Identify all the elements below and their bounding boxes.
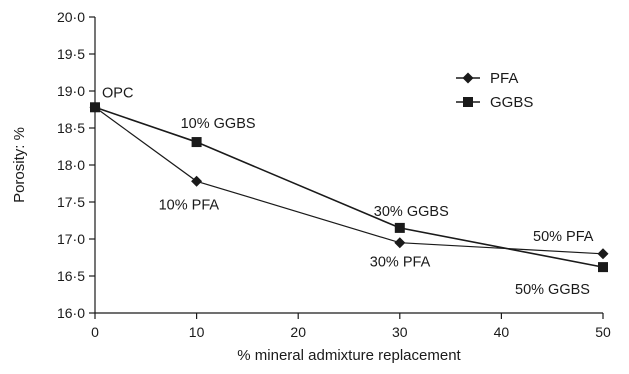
y-tick-label: 19·0	[57, 83, 85, 99]
series-ggbs	[90, 102, 608, 273]
annotation-label: 10% PFA	[159, 197, 220, 213]
annotation-label: 50% GGBS	[515, 282, 590, 298]
series-layer	[89, 101, 609, 273]
y-tick-label: 18·0	[57, 157, 85, 173]
series-pfa	[89, 101, 609, 260]
y-tick-label: 17·5	[57, 194, 85, 210]
y-axis-title: Porosity: %	[11, 127, 28, 203]
annotation-layer: OPC 10% GGBS 10% PFA 30% GGBS 30% PFA 50% PFA…	[102, 85, 594, 298]
data-point-ggbs	[394, 222, 405, 233]
y-axis-ticks: 16·0 16·5 17·0 17·5 18·0 18·5 19·0 19·5 20·0	[57, 9, 95, 321]
data-point-pfa	[597, 248, 609, 260]
legend-marker-pfa	[462, 72, 474, 84]
x-tick-label: 30	[392, 324, 408, 340]
x-tick-label: 0	[91, 324, 99, 340]
series-line-ggbs	[94, 106, 604, 268]
annotation-label: 30% GGBS	[374, 204, 449, 220]
legend-label-pfa: PFA	[490, 70, 518, 87]
annotation-label: 10% GGBS	[181, 116, 256, 132]
y-tick-label: 20·0	[57, 9, 85, 25]
data-point-ggbs	[598, 262, 608, 273]
data-point-ggbs	[90, 102, 100, 113]
annotation-label: 50% PFA	[533, 229, 594, 245]
x-tick-label: 50	[595, 324, 611, 340]
y-tick-label: 17·0	[57, 231, 85, 247]
y-tick-label: 16·0	[57, 305, 85, 321]
legend-marker-ggbs	[463, 97, 473, 107]
data-point-pfa	[394, 237, 406, 249]
x-axis-ticks: 0 10 20 30 40 50	[91, 313, 611, 340]
x-tick-label: 40	[494, 324, 510, 340]
x-tick-label: 10	[189, 324, 205, 340]
legend-label-ggbs: GGBS	[490, 94, 533, 111]
data-point-ggbs	[191, 137, 202, 148]
data-point-pfa	[191, 175, 203, 187]
y-tick-label: 16·5	[57, 268, 85, 284]
annotation-label: OPC	[102, 85, 133, 101]
y-tick-label: 19·5	[57, 46, 85, 62]
y-tick-label: 18·5	[57, 120, 85, 136]
series-line-pfa	[94, 106, 604, 255]
legend: PFA GGBS	[456, 70, 533, 111]
annotation-label: 30% PFA	[370, 255, 431, 271]
x-tick-label: 20	[290, 324, 306, 340]
x-axis-title: % mineral admixture replacement	[237, 347, 461, 364]
